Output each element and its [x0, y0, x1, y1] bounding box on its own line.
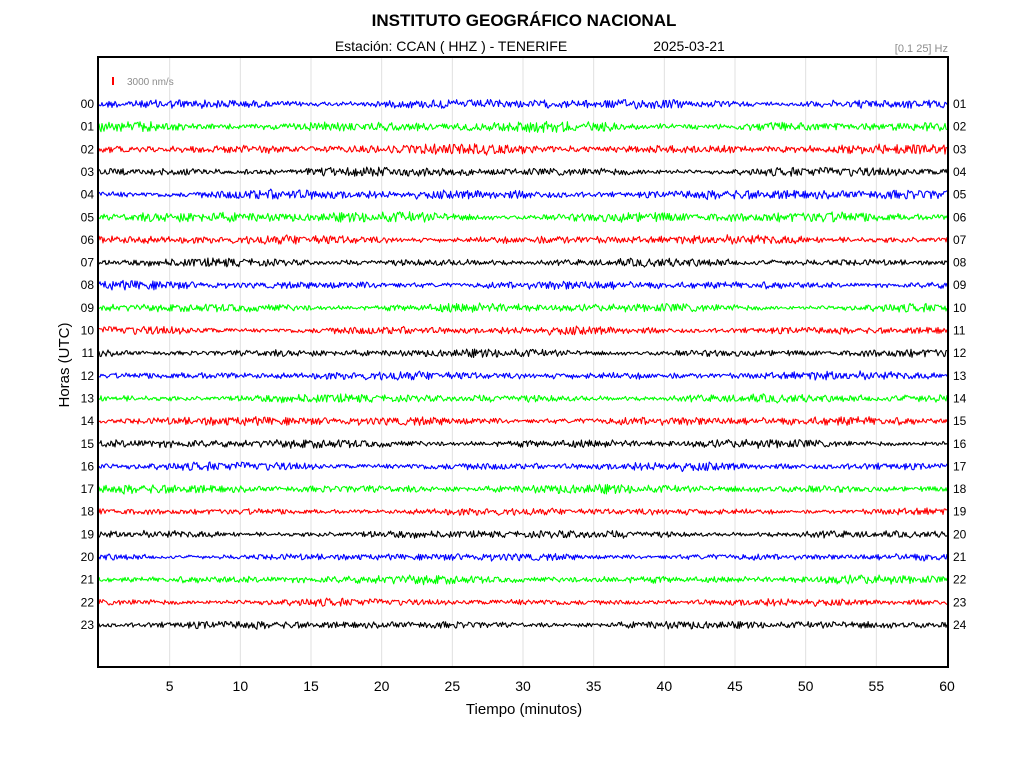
hour-label-left: 10 — [81, 324, 95, 338]
hour-label-left: 22 — [81, 595, 95, 609]
left-hour-labels: 00 01 02 03 04 05 06 07 08 09 10 11 12 13 14 15 16 17 18 19… — [81, 97, 95, 632]
x-tick-label: 20 — [374, 678, 390, 694]
hour-label-right: 18 — [953, 482, 967, 496]
trace-hour-14 — [98, 416, 948, 427]
trace-hour-05 — [98, 211, 948, 223]
hour-label-right: 16 — [953, 437, 967, 451]
filter-band: [0.1 25] Hz — [895, 43, 948, 55]
hour-label-left: 17 — [81, 482, 95, 496]
x-tick-label: 30 — [515, 678, 531, 694]
hour-label-right: 06 — [953, 210, 967, 224]
x-tick-label: 15 — [303, 678, 319, 694]
hour-label-right: 11 — [953, 324, 966, 338]
hour-label-left: 04 — [81, 188, 95, 202]
vertical-grid — [169, 58, 877, 666]
hour-label-left: 14 — [81, 414, 95, 428]
trace-hour-08 — [98, 279, 948, 291]
hour-label-right: 01 — [953, 97, 967, 111]
hour-label-right: 12 — [953, 346, 967, 360]
hour-label-left: 16 — [81, 459, 95, 473]
trace-hour-20 — [98, 553, 948, 562]
hour-label-right: 13 — [953, 369, 967, 383]
hour-label-right: 21 — [953, 550, 967, 564]
trace-hour-16 — [98, 461, 948, 473]
hour-label-right: 04 — [953, 165, 967, 179]
right-hour-labels: 01 02 03 04 05 06 07 08 09 10 11 12 13 14 15 16 17 18 19 20… — [953, 97, 967, 632]
trace-hour-06 — [98, 234, 948, 245]
trace-hour-19 — [98, 529, 948, 539]
hour-label-right: 05 — [953, 188, 967, 202]
hour-label-right: 02 — [953, 120, 967, 134]
x-tick-label: 60 — [939, 678, 955, 694]
hour-label-right: 20 — [953, 527, 967, 541]
y-axis-label: Horas (UTC) — [56, 322, 73, 407]
hour-label-left: 12 — [81, 369, 95, 383]
x-axis-ticks: 5 10 15 20 25 30 35 40 45 50 55 60 — [166, 678, 955, 694]
hour-label-left: 15 — [81, 437, 95, 451]
record-date: 2025-03-21 — [653, 38, 725, 54]
amplitude-scale-bar — [112, 77, 114, 85]
trace-hour-13 — [98, 393, 948, 404]
trace-hour-23 — [98, 620, 948, 630]
x-tick-label: 25 — [445, 678, 461, 694]
x-tick-label: 55 — [869, 678, 885, 694]
hour-label-right: 19 — [953, 505, 967, 519]
hour-label-right: 07 — [953, 233, 967, 247]
x-tick-label: 45 — [727, 678, 743, 694]
trace-hour-12 — [98, 370, 948, 381]
trace-hour-22 — [98, 597, 948, 607]
trace-hour-10 — [98, 325, 948, 336]
trace-hour-18 — [98, 507, 948, 516]
hour-label-left: 13 — [81, 391, 95, 405]
hour-label-right: 22 — [953, 573, 967, 587]
trace-hour-21 — [98, 574, 948, 586]
hour-label-right: 09 — [953, 278, 967, 292]
station-info: Estación: CCAN ( HHZ ) - TENERIFE — [335, 38, 567, 54]
trace-hour-01 — [98, 120, 948, 133]
x-tick-label: 5 — [166, 678, 174, 694]
trace-hour-04 — [98, 188, 948, 201]
x-tick-label: 10 — [233, 678, 249, 694]
hour-label-left: 09 — [81, 301, 95, 315]
figure-title: INSTITUTO GEOGRÁFICO NACIONAL — [372, 11, 677, 30]
hour-label-left: 03 — [81, 165, 95, 179]
amplitude-scale-label: 3000 nm/s — [127, 77, 174, 88]
hour-label-right: 23 — [953, 595, 967, 609]
hour-label-right: 10 — [953, 301, 967, 315]
hour-label-left: 19 — [81, 527, 95, 541]
hour-label-right: 03 — [953, 142, 967, 156]
hour-label-right: 14 — [953, 391, 967, 405]
trace-hour-00 — [98, 99, 948, 110]
x-axis-label: Tiempo (minutos) — [466, 701, 582, 718]
x-tick-label: 40 — [657, 678, 673, 694]
hour-label-left: 23 — [81, 618, 95, 632]
plot-frame — [97, 56, 949, 668]
hour-label-right: 15 — [953, 414, 967, 428]
hour-label-left: 08 — [81, 278, 95, 292]
trace-hour-11 — [98, 348, 948, 358]
hour-label-right: 08 — [953, 256, 967, 270]
hour-label-left: 01 — [81, 120, 95, 134]
trace-hour-03 — [98, 166, 948, 177]
hour-label-left: 06 — [81, 233, 95, 247]
hour-label-right: 17 — [953, 459, 967, 473]
hour-label-left: 11 — [82, 346, 95, 360]
hour-label-left: 18 — [81, 505, 95, 519]
seismogram-traces — [98, 99, 948, 630]
hour-label-left: 02 — [81, 142, 95, 156]
trace-hour-07 — [98, 257, 948, 268]
hour-label-left: 20 — [81, 550, 95, 564]
hour-label-left: 05 — [81, 210, 95, 224]
trace-hour-17 — [98, 483, 948, 495]
x-tick-label: 50 — [798, 678, 814, 694]
hour-label-left: 07 — [81, 256, 95, 270]
trace-hour-09 — [98, 302, 948, 313]
hour-label-left: 21 — [81, 573, 95, 587]
hour-label-left: 00 — [81, 97, 95, 111]
trace-hour-02 — [98, 143, 948, 156]
x-tick-label: 35 — [586, 678, 602, 694]
hour-label-right: 24 — [953, 618, 967, 632]
trace-hour-15 — [99, 438, 948, 449]
